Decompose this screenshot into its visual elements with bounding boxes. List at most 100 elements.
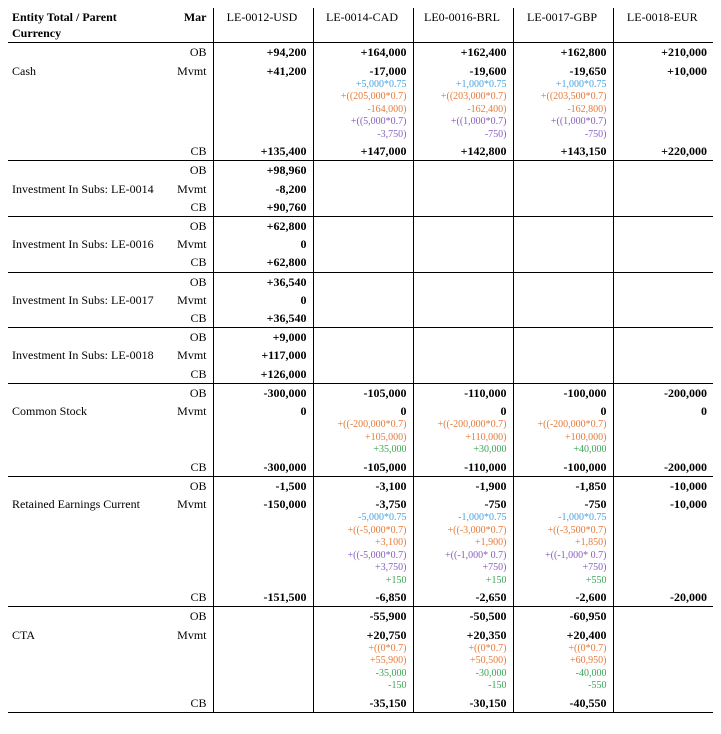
table-row: CB+90,760 — [8, 198, 713, 217]
data-cell: 0 — [213, 291, 313, 309]
row-label: Investment In Subs: LE-0016 — [8, 235, 163, 253]
cell-value: -10,000 — [670, 497, 707, 511]
data-cell — [513, 328, 613, 347]
data-cell: -3,750-5,000*0.75+((-5,000*0.7)+3,100)+(… — [313, 495, 413, 588]
data-cell: -40,550 — [513, 694, 613, 713]
data-cell: -1,850 — [513, 476, 613, 495]
data-cell — [513, 272, 613, 291]
data-cell — [213, 694, 313, 713]
cell-value: 0 — [301, 404, 307, 418]
cell-value: -110,000 — [464, 460, 506, 474]
data-cell: -2,600 — [513, 588, 613, 607]
cell-value: -19,650 — [570, 64, 607, 78]
calc-line: +((1,000*0.7) — [518, 116, 607, 129]
calc-line: -150 — [418, 680, 507, 693]
row-label — [8, 328, 163, 347]
data-cell: 0+((-200,000*0.7)+105,000)+35,000 — [313, 402, 413, 458]
data-cell — [413, 180, 513, 198]
sub-label: OB — [163, 476, 213, 495]
sub-label: OB — [163, 161, 213, 180]
calc-line: +3,100) — [318, 537, 407, 550]
calc-line: +110,000) — [418, 432, 507, 445]
table-row: OB+9,000 — [8, 328, 713, 347]
sub-label: Mvmt — [163, 346, 213, 364]
calc-line: +150 — [418, 575, 507, 588]
data-cell — [213, 607, 313, 626]
header-row: Entity Total / Parent Currency Mar LE-00… — [8, 8, 713, 43]
row-label: Investment In Subs: LE-0017 — [8, 291, 163, 309]
table-row: CB-35,150-30,150-40,550 — [8, 694, 713, 713]
col-header-4: LE-0018-EUR — [613, 8, 713, 43]
data-cell — [613, 217, 713, 236]
sub-label: OB — [163, 383, 213, 402]
data-cell: -750-1,000*0.75+((-3,000*0.7)+1,900)+((-… — [413, 495, 513, 588]
data-cell: +62,800 — [213, 217, 313, 236]
calc-line: -162,800) — [518, 104, 607, 117]
row-label: CTA — [8, 626, 163, 694]
cell-value: -3,100 — [376, 479, 407, 493]
cell-value: -20,000 — [670, 590, 707, 604]
data-cell — [313, 180, 413, 198]
data-cell — [313, 272, 413, 291]
cell-value: -19,600 — [470, 64, 507, 78]
data-cell — [513, 180, 613, 198]
data-cell: +117,000 — [213, 346, 313, 364]
data-cell — [613, 365, 713, 384]
data-cell — [613, 346, 713, 364]
data-cell — [313, 346, 413, 364]
cell-value: -2,650 — [476, 590, 507, 604]
table-row: OB+36,540 — [8, 272, 713, 291]
sub-label: CB — [163, 142, 213, 161]
col-header-1: LE-0014-CAD — [313, 8, 413, 43]
calc-line: +1,900) — [418, 537, 507, 550]
data-cell — [313, 328, 413, 347]
data-cell — [313, 198, 413, 217]
sub-label: Mvmt — [163, 402, 213, 458]
calc-line: +((-5,000*0.7) — [318, 550, 407, 563]
data-cell: -10,000 — [613, 476, 713, 495]
calc-line: +750) — [418, 562, 507, 575]
cell-value: +62,800 — [267, 255, 307, 269]
calc-line: -40,000 — [518, 668, 607, 681]
col-header-3: LE-0017-GBP — [513, 8, 613, 43]
cell-value: +20,750 — [367, 628, 407, 642]
table-row: OB+98,960 — [8, 161, 713, 180]
data-cell — [413, 198, 513, 217]
cell-value: 0 — [301, 237, 307, 251]
table-row: CB+36,540 — [8, 309, 713, 328]
table-row: CB+135,400+147,000+142,800+143,150+220,0… — [8, 142, 713, 161]
data-cell — [613, 694, 713, 713]
data-cell — [613, 235, 713, 253]
data-cell: +147,000 — [313, 142, 413, 161]
cell-value: 0 — [401, 404, 407, 418]
data-cell — [413, 328, 513, 347]
calc-line: +550 — [518, 575, 607, 588]
cell-value: -200,000 — [664, 386, 707, 400]
calc-line: +1,000*0.75 — [418, 79, 507, 92]
table-body: OB+94,200+164,000+162,400+162,800+210,00… — [8, 43, 713, 713]
data-cell: +162,800 — [513, 43, 613, 62]
data-cell: -35,150 — [313, 694, 413, 713]
row-label — [8, 365, 163, 384]
row-label: Investment In Subs: LE-0018 — [8, 346, 163, 364]
data-cell: -1,500 — [213, 476, 313, 495]
calc-line: -150 — [318, 680, 407, 693]
data-cell: -19,650+1,000*0.75+((203,500*0.7)-162,80… — [513, 62, 613, 143]
data-cell — [613, 607, 713, 626]
data-cell: +62,800 — [213, 253, 313, 272]
row-label: Retained Earnings Current — [8, 495, 163, 588]
data-cell — [313, 161, 413, 180]
sub-label: Mvmt — [163, 235, 213, 253]
data-cell — [413, 309, 513, 328]
calc-line: +((203,500*0.7) — [518, 91, 607, 104]
col-header-0: LE-0012-USD — [213, 8, 313, 43]
calc-line: +750) — [518, 562, 607, 575]
calc-line: +((-200,000*0.7) — [518, 419, 607, 432]
data-cell — [613, 272, 713, 291]
calc-line: +40,000 — [518, 444, 607, 457]
data-cell: -20,000 — [613, 588, 713, 607]
sub-label: CB — [163, 588, 213, 607]
sub-label: OB — [163, 607, 213, 626]
table-row: CB+126,000 — [8, 365, 713, 384]
calc-line: -550 — [518, 680, 607, 693]
